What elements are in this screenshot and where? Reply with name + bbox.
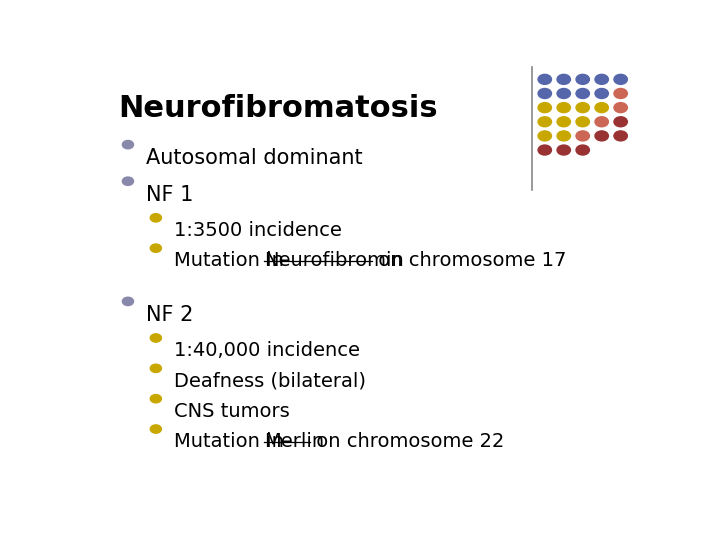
Text: on chromosome 17: on chromosome 17 xyxy=(372,252,567,271)
Text: Autosomal dominant: Autosomal dominant xyxy=(145,148,362,168)
Text: 1:3500 incidence: 1:3500 incidence xyxy=(174,221,341,240)
Text: 1:40,000 incidence: 1:40,000 incidence xyxy=(174,341,360,360)
Text: Merlin: Merlin xyxy=(264,433,324,451)
Circle shape xyxy=(150,395,161,403)
Circle shape xyxy=(576,75,590,84)
Circle shape xyxy=(538,75,552,84)
Circle shape xyxy=(576,89,590,98)
Circle shape xyxy=(614,75,627,84)
Circle shape xyxy=(576,117,590,127)
Circle shape xyxy=(150,334,161,342)
Circle shape xyxy=(150,214,161,222)
Circle shape xyxy=(576,145,590,155)
Circle shape xyxy=(122,140,133,149)
Text: NF 1: NF 1 xyxy=(145,185,193,205)
Circle shape xyxy=(150,244,161,252)
Circle shape xyxy=(150,364,161,373)
Circle shape xyxy=(557,75,570,84)
Circle shape xyxy=(538,103,552,113)
Circle shape xyxy=(595,117,608,127)
Circle shape xyxy=(614,89,627,98)
Text: on chromosome 22: on chromosome 22 xyxy=(310,433,505,451)
Circle shape xyxy=(150,425,161,433)
Circle shape xyxy=(557,145,570,155)
Circle shape xyxy=(557,131,570,141)
Circle shape xyxy=(595,75,608,84)
Circle shape xyxy=(595,89,608,98)
Circle shape xyxy=(595,131,608,141)
Circle shape xyxy=(538,117,552,127)
Text: NF 2: NF 2 xyxy=(145,305,193,325)
Circle shape xyxy=(557,117,570,127)
Circle shape xyxy=(576,103,590,113)
Circle shape xyxy=(122,177,133,185)
Circle shape xyxy=(122,297,133,306)
Text: Neurofibromatosis: Neurofibromatosis xyxy=(118,94,438,123)
Text: Deafness (bilateral): Deafness (bilateral) xyxy=(174,372,366,390)
Text: CNS tumors: CNS tumors xyxy=(174,402,289,421)
Circle shape xyxy=(614,117,627,127)
Circle shape xyxy=(538,145,552,155)
Circle shape xyxy=(614,103,627,113)
Circle shape xyxy=(557,103,570,113)
Circle shape xyxy=(538,89,552,98)
Text: Mutation in: Mutation in xyxy=(174,252,290,271)
Circle shape xyxy=(595,103,608,113)
Circle shape xyxy=(614,131,627,141)
Circle shape xyxy=(557,89,570,98)
Text: Neurofibromin: Neurofibromin xyxy=(264,252,403,271)
Circle shape xyxy=(538,131,552,141)
Text: Mutation in: Mutation in xyxy=(174,433,290,451)
Circle shape xyxy=(576,131,590,141)
